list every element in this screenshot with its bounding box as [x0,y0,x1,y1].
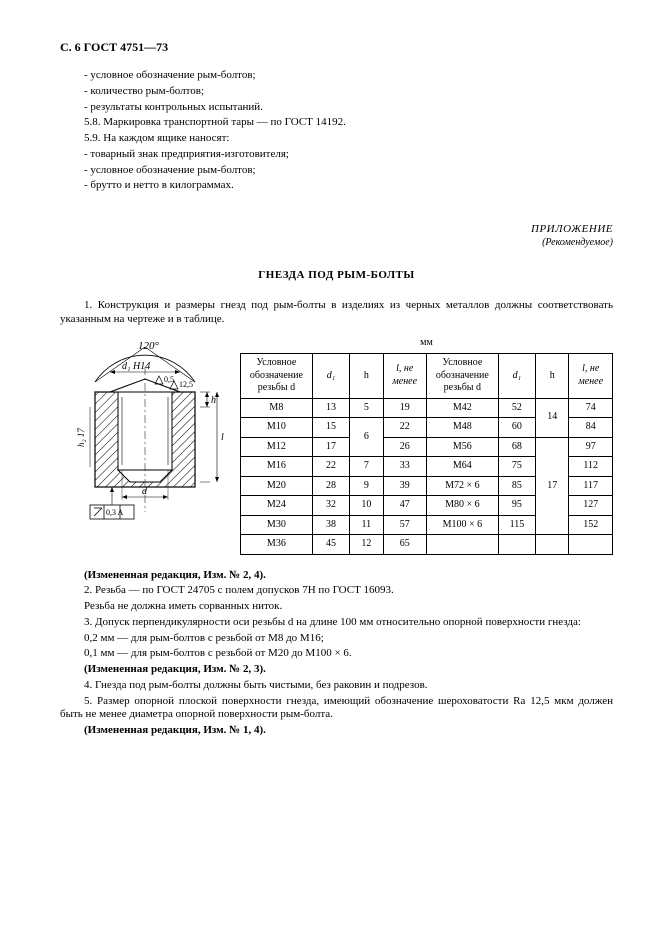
note-line: 2. Резьба — по ГОСТ 24705 с полем допуск… [60,584,613,598]
note-line: 4. Гнезда под рым-болты должны быть чист… [60,679,613,693]
appendix-label-block: ПРИЛОЖЕНИЕ (Рекомендуемое) [60,223,613,249]
figure-socket-diagram: 120° d₁ H14 0 [60,337,230,532]
top-line: - результаты контрольных испытаний. [60,101,613,115]
note-line: 5. Размер опорной плоской поверхности гн… [60,695,613,723]
tol-a: 0,3 A [106,508,124,517]
top-line: - условное обозначение рым-болтов; [60,164,613,178]
notes-block: (Измененная редакция, Изм. № 2, 4). 2. Р… [60,569,613,738]
top-line: - товарный знак предприятия-изготовителя… [60,148,613,162]
note-line: 0,1 мм — для рым-болтов с резьбой от M20… [60,647,613,661]
note-line: (Измененная редакция, Изм. № 2, 3). [60,663,613,677]
note-line: 3. Допуск перпендикулярности оси резьбы … [60,616,613,630]
th-h-right: h [536,354,569,399]
th-thread-left: Условное обозначение резьбы d [241,354,313,399]
intro-para: 1. Конструкция и размеры гнезд под рым-б… [60,299,613,327]
section-title: ГНЕЗДА ПОД РЫМ-БОЛТЫ [60,269,613,283]
table-row: M813519 M42521474 [241,398,613,418]
top-line: 5.9. На каждом ящике наносят: [60,132,613,146]
note-line: Резьба не должна иметь сорванных ниток. [60,600,613,614]
top-line: - количество рым-болтов; [60,85,613,99]
angle-label: 120° [138,340,160,352]
top-line: 5.8. Маркировка транспортной тары — по Г… [60,116,613,130]
d1-label: d₁ H14 [122,361,150,372]
top-line: - брутто и нетто в килограммах. [60,179,613,193]
ra125: 12,5 [179,380,193,389]
th-l-left: l, не менее [383,354,426,399]
h2-label: h₂ 17 [76,427,86,446]
table-row: M121726 M56681797 [241,437,613,457]
note-line: (Измененная редакция, Изм. № 1, 4). [60,724,613,738]
dimensions-table: Условное обозначение резьбы d d₁ h l, не… [240,353,613,555]
l-label: l [221,432,224,443]
note-line: (Измененная редакция, Изм. № 2, 4). [60,569,613,583]
d-label: d [142,486,148,497]
appendix-sub: (Рекомендуемое) [60,237,613,250]
ra05: 0,5 [164,375,174,384]
units-caption: мм [240,337,613,350]
page-header: С. 6 ГОСТ 4751—73 [60,40,613,55]
th-h-left: h [350,354,383,399]
th-d1-left: d₁ [312,354,349,399]
th-thread-right: Условное обозначение резьбы d [426,354,498,399]
table-row: M36451265 [241,535,613,555]
top-text-block: - условное обозначение рым-болтов; - кол… [60,69,613,193]
appendix-label: ПРИЛОЖЕНИЕ [60,223,613,237]
top-line: - условное обозначение рым-болтов; [60,69,613,83]
th-d1-right: d₁ [498,354,535,399]
th-l-right: l, не менее [569,354,613,399]
note-line: 0,2 мм — для рым-болтов с резьбой от M8 … [60,632,613,646]
